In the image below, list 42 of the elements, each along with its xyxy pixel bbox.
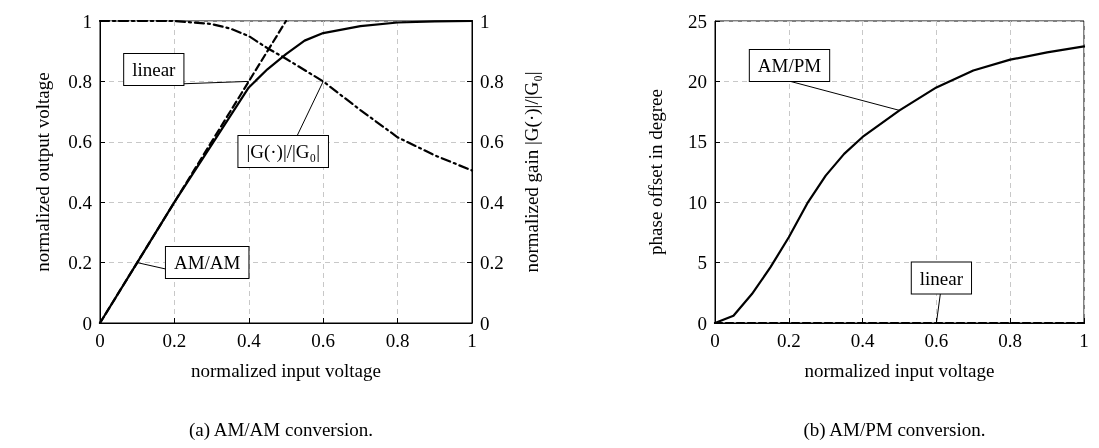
y-axis-title: normalized output voltage <box>32 72 53 272</box>
x-axis-title: normalized input voltage <box>191 360 381 381</box>
y-tick-label: 0.8 <box>68 70 92 92</box>
x-tick-label: 0.4 <box>236 330 262 351</box>
x-tick-label: 0.6 <box>924 330 949 351</box>
y-tick-label: 0.4 <box>68 191 93 213</box>
x-tick-label: 0 <box>710 330 720 351</box>
x-tick-label: 1 <box>1079 330 1089 351</box>
y-tick-label: 10 <box>688 191 707 213</box>
text: (a) AM/AM conversion. <box>188 419 374 441</box>
text: linear <box>132 58 177 80</box>
y-tick-label: 0 <box>82 312 92 334</box>
y2-tick-label: 0.8 <box>480 70 504 92</box>
y-tick-label: 25 <box>688 10 707 32</box>
y2-axis-title: normalized gain |G(·)|/|G₀| <box>521 71 543 273</box>
text: (b) AM/PM conversion. <box>803 419 986 441</box>
x-tick-label: 0.2 <box>162 330 187 351</box>
y-tick-label: 15 <box>688 131 707 153</box>
y-tick-label: 0.6 <box>68 131 92 153</box>
y2-tick-label: 0.2 <box>480 252 504 274</box>
y-tick-label: 0 <box>697 312 707 334</box>
x-tick-label: 1 <box>467 330 477 351</box>
x-tick-label: 0.8 <box>998 330 1023 351</box>
y-tick-label: 0.2 <box>68 252 92 274</box>
series-label: linear <box>919 267 964 289</box>
y-tick-label: 5 <box>697 252 707 274</box>
y-tick-label: 20 <box>688 70 707 92</box>
x-tick-label: 0.8 <box>385 330 410 351</box>
series-label: AM/AM <box>173 252 241 274</box>
y-tick-label: 1 <box>82 10 92 32</box>
y2-tick-label: 0 <box>480 312 490 334</box>
x-tick-label: 0.4 <box>850 330 875 351</box>
text: |G(·)|/|G₀| <box>246 140 320 163</box>
x-tick-label: 0.6 <box>311 330 336 351</box>
y2-tick-label: 1 <box>480 10 490 32</box>
x-tick-label: 0.2 <box>776 330 801 351</box>
y-axis-title: phase offset in degree <box>645 89 666 255</box>
y2-tick-label: 0.4 <box>480 191 505 213</box>
y2-tick-label: 0.6 <box>480 131 504 153</box>
text: AM/PM <box>757 54 822 76</box>
x-axis-title: normalized input voltage <box>804 360 995 381</box>
x-tick-label: 0 <box>95 330 105 351</box>
